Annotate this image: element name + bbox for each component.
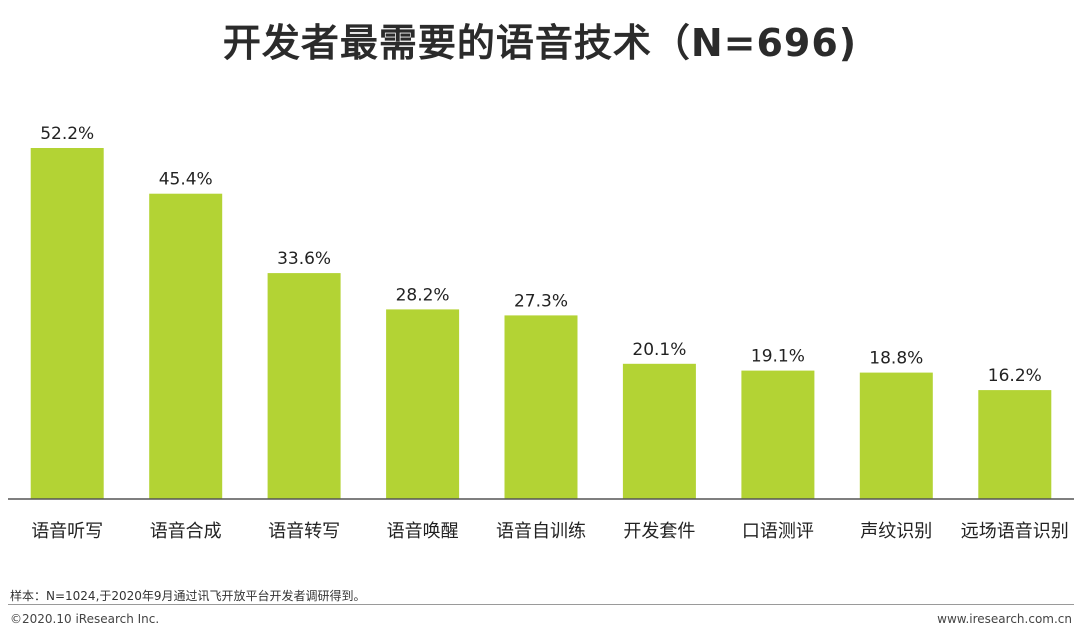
bar-4 bbox=[504, 315, 578, 499]
category-label-5: 开发套件 bbox=[623, 521, 695, 542]
category-label-2: 语音转写 bbox=[268, 521, 340, 542]
bar-8 bbox=[978, 390, 1052, 499]
website-link[interactable]: www.iresearch.com.cn bbox=[937, 612, 1072, 626]
value-label-3: 28.2% bbox=[396, 285, 450, 305]
bar-3 bbox=[386, 309, 460, 499]
value-label-7: 18.8% bbox=[869, 349, 923, 369]
category-label-1: 语音合成 bbox=[150, 521, 222, 542]
bar-6 bbox=[741, 370, 815, 499]
category-label-8: 远场语音识别 bbox=[961, 521, 1069, 542]
copyright-text: ©2020.10 iResearch Inc. bbox=[10, 612, 160, 626]
chart-title: 开发者最需要的语音技术（N=696) bbox=[222, 21, 858, 65]
value-label-1: 45.4% bbox=[159, 170, 213, 190]
category-label-0: 语音听写 bbox=[31, 521, 103, 542]
sample-note: 样本：N=1024,于2020年9月通过讯飞开放平台开发者调研得到。 bbox=[10, 589, 366, 603]
bar-0 bbox=[30, 148, 104, 499]
value-label-4: 27.3% bbox=[514, 291, 568, 311]
footer-divider bbox=[8, 604, 1074, 605]
category-label-7: 声纹识别 bbox=[860, 521, 932, 542]
bar-1 bbox=[149, 193, 223, 499]
bar-2 bbox=[267, 273, 341, 499]
value-label-5: 20.1% bbox=[632, 340, 686, 360]
category-label-4: 语音自训练 bbox=[496, 521, 586, 542]
category-label-3: 语音唤醒 bbox=[387, 521, 459, 542]
value-label-2: 33.6% bbox=[277, 249, 331, 269]
value-label-6: 19.1% bbox=[751, 347, 805, 367]
value-label-0: 52.2% bbox=[40, 124, 94, 144]
bar-7 bbox=[859, 372, 933, 499]
bar-5 bbox=[622, 363, 696, 499]
category-label-6: 口语测评 bbox=[742, 521, 814, 542]
value-label-8: 16.2% bbox=[988, 366, 1042, 386]
